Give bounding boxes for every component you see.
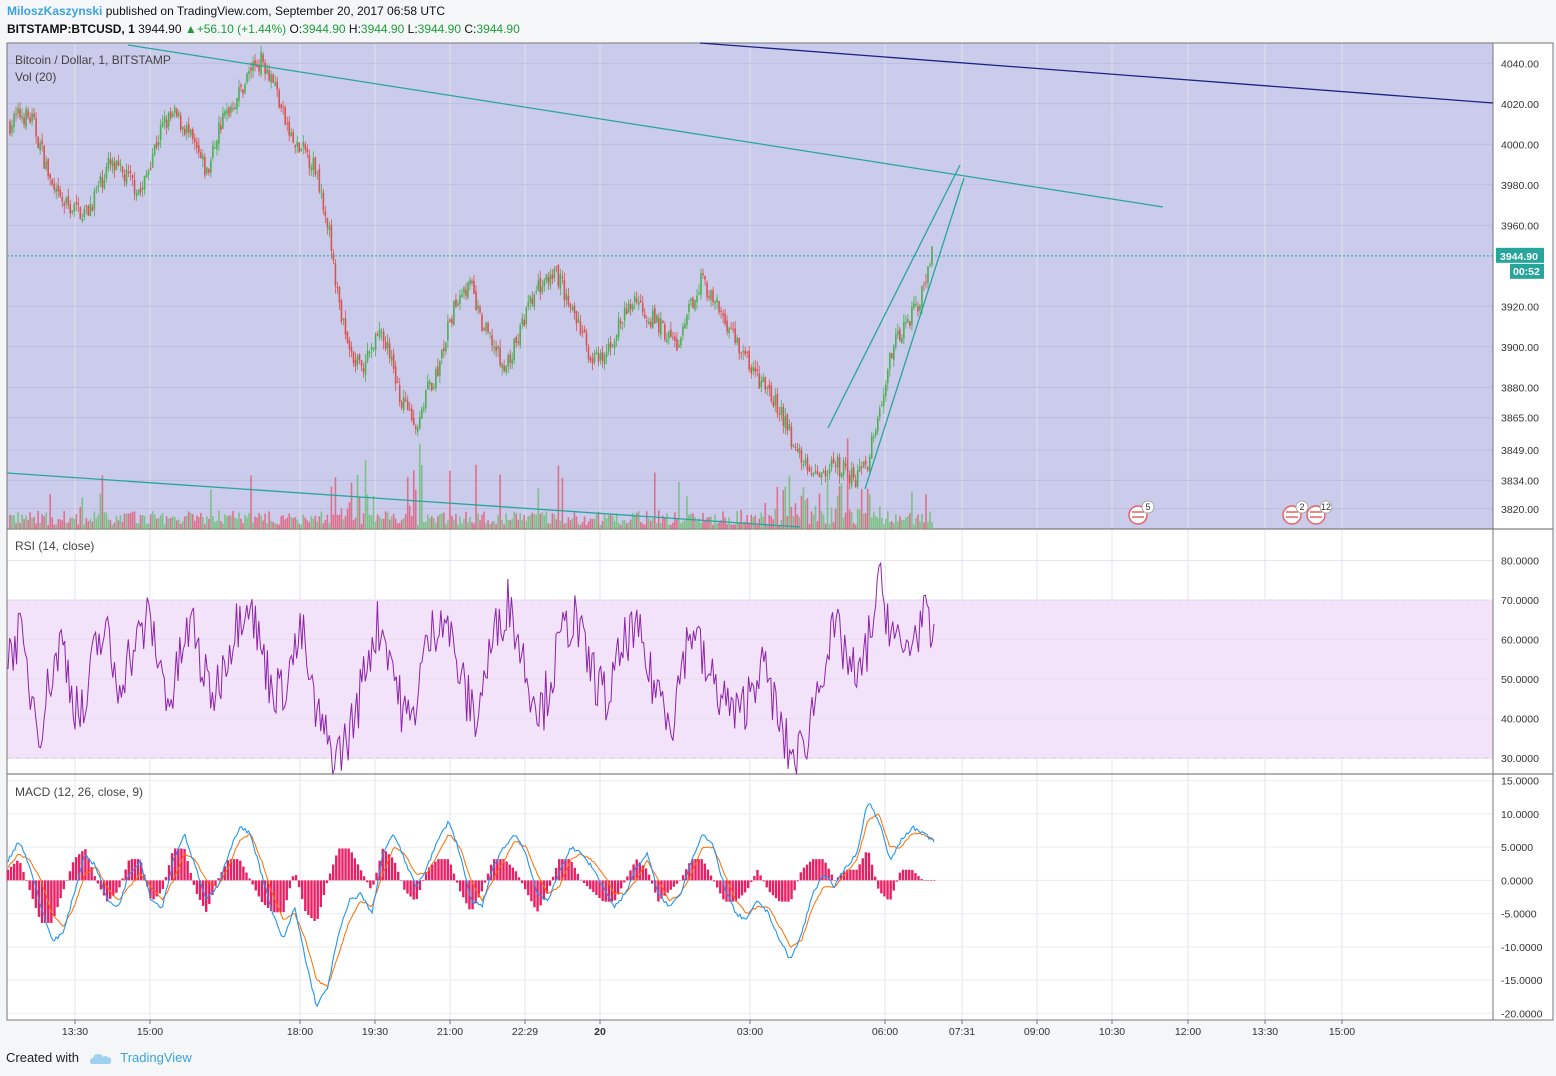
close-label: C:: [464, 22, 477, 36]
rsi-tick-label: 40.0000: [1501, 714, 1539, 726]
rsi-line: [7, 561, 935, 775]
trendline-support: [6, 472, 801, 528]
current-price-tag-label: 3944.90: [1500, 251, 1538, 263]
price-tick-label: 3880.00: [1501, 382, 1539, 394]
price-change: +56.10 (+1.44%): [196, 22, 287, 36]
event-badge-count: 2: [1299, 502, 1304, 512]
low-value: 3944.90: [417, 22, 462, 36]
rsi-tick-label: 80.0000: [1501, 556, 1539, 568]
time-label-14: 15:00: [1329, 1026, 1355, 1038]
macd-tick-label: -20.0000: [1501, 1008, 1543, 1020]
macd-tick-label: -15.0000: [1501, 975, 1543, 987]
symbol-label: BITSTAMP:BTCUSD, 1: [7, 22, 135, 36]
price-tick-label: 3849.00: [1501, 445, 1539, 457]
price-tick-label: 3960.00: [1501, 220, 1539, 232]
macd-pane-title: MACD (12, 26, close, 9): [15, 785, 143, 799]
time-label-9: 07:31: [949, 1026, 975, 1038]
time-label-4: 21:00: [437, 1026, 463, 1038]
time-label-0: 13:30: [62, 1026, 88, 1038]
rsi-tick-label: 60.0000: [1501, 635, 1539, 647]
time-label-12: 12:00: [1175, 1026, 1201, 1038]
time-label-2: 18:00: [287, 1026, 313, 1038]
macd-tick-label: 10.0000: [1501, 809, 1539, 821]
current-price-tag: [1496, 247, 1544, 263]
price-tick-label: 4000.00: [1501, 139, 1539, 151]
time-label-5: 22:29: [512, 1026, 538, 1038]
price-tick-label: 3920.00: [1501, 301, 1539, 313]
time-label-10: 09:00: [1024, 1026, 1050, 1038]
macd-tick-label: -10.0000: [1501, 942, 1543, 954]
time-label-13: 13:30: [1252, 1026, 1278, 1038]
published-text: published on TradingView.com, September …: [105, 4, 446, 18]
price-tick-label: 3834.00: [1501, 475, 1539, 487]
macd-line: [7, 803, 935, 1008]
event-badge-2: 12: [1306, 500, 1333, 525]
candles: [9, 45, 933, 490]
ohlc-line: BITSTAMP:BTCUSD, 1 3944.90 ▲+56.10 (+1.4…: [7, 22, 520, 36]
high-value: 3944.90: [360, 22, 405, 36]
footer: Created with TradingView: [6, 1050, 192, 1066]
event-badge-count: 12: [1321, 502, 1331, 512]
event-badge-0: 5: [1128, 500, 1155, 525]
price-tick-label: 3865.00: [1501, 413, 1539, 425]
trendline-upper-resistance: [699, 42, 1494, 104]
wedge-line-upper: [827, 164, 961, 429]
macd-tick-label: 15.0000: [1501, 776, 1539, 788]
time-label-6: 20: [594, 1026, 606, 1038]
price-tick-label: 4020.00: [1501, 99, 1539, 111]
time-label-3: 19:30: [362, 1026, 388, 1038]
event-badge-1: 2: [1282, 500, 1309, 525]
time-label-8: 06:00: [872, 1026, 898, 1038]
wedge-line-lower: [864, 177, 965, 490]
tradingview-brand-link[interactable]: TradingView: [120, 1050, 192, 1065]
price-tick-label: 3900.00: [1501, 342, 1539, 354]
time-label-7: 03:00: [737, 1026, 763, 1038]
publish-line: MiloszKaszynski published on TradingView…: [7, 4, 445, 18]
up-arrow-icon: ▲: [184, 22, 197, 36]
macd-tick-label: -5.0000: [1501, 909, 1537, 921]
rsi-pane-title: RSI (14, close): [15, 539, 94, 553]
macd-signal-line: [7, 813, 935, 989]
price-tick-label: 3980.00: [1501, 180, 1539, 192]
countdown-tag-label: 00:52: [1513, 266, 1540, 278]
created-with-text: Created with: [6, 1050, 79, 1065]
tradingview-cloud-icon: [89, 1053, 111, 1064]
flag-icon: [1282, 505, 1302, 525]
rsi-tick-label: 70.0000: [1501, 595, 1539, 607]
flag-icon: [1306, 505, 1326, 525]
last-price: 3944.90: [138, 22, 182, 36]
volume-bars: [9, 438, 933, 529]
rsi-tick-label: 30.0000: [1501, 753, 1539, 765]
open-label: O:: [289, 22, 303, 36]
countdown-tag: [1510, 263, 1544, 279]
macd-tick-label: 5.0000: [1501, 842, 1533, 854]
price-pane-title: Bitcoin / Dollar, 1, BITSTAMP: [15, 53, 171, 67]
rsi-tick-label: 50.0000: [1501, 674, 1539, 686]
price-tick-label: 3820.00: [1501, 504, 1539, 516]
author-link[interactable]: MiloszKaszynski: [7, 4, 103, 18]
price-tick-label: 4040.00: [1501, 58, 1539, 70]
volume-label: Vol (20): [15, 70, 56, 84]
time-label-1: 15:00: [137, 1026, 163, 1038]
open-value: 3944.90: [302, 22, 346, 36]
close-value: 3944.90: [476, 22, 520, 36]
flag-icon: [1128, 505, 1148, 525]
high-label: H:: [348, 22, 361, 36]
time-label-11: 10:30: [1099, 1026, 1125, 1038]
event-badge-count: 5: [1145, 502, 1150, 512]
macd-tick-label: 0.0000: [1501, 875, 1533, 887]
trendline-descending: [127, 44, 1164, 208]
low-label: L:: [407, 22, 418, 36]
